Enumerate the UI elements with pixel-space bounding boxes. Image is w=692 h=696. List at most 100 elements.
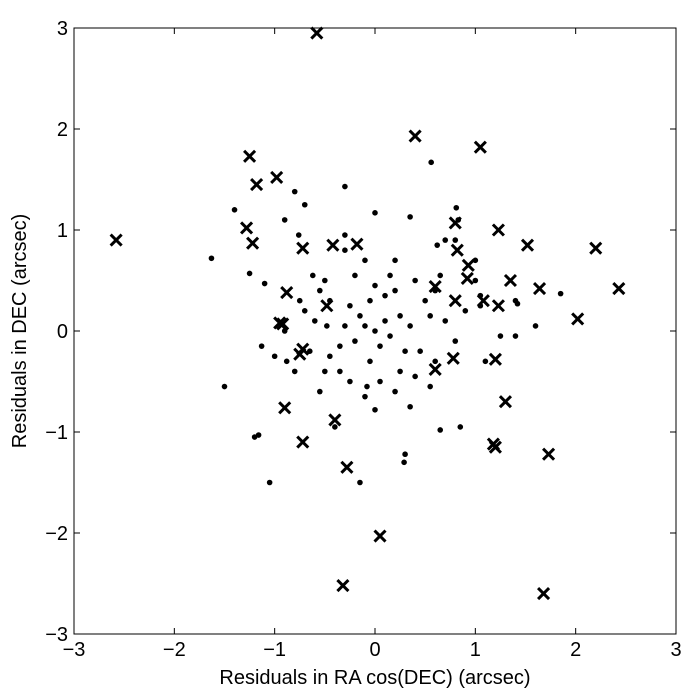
dot-point [342,183,348,190]
dot-point [258,343,265,349]
dot-point [337,343,343,349]
dot-point [271,353,278,360]
cross-point [448,216,462,230]
cross-series [109,26,626,601]
dot-point [332,424,338,430]
dot-point [432,358,439,365]
cross-point [296,435,310,449]
dot-point [255,432,262,438]
cross-point [408,129,422,143]
cross-point [488,352,502,366]
dot-point [377,343,383,349]
dot-point [437,272,444,279]
cross-point [520,238,535,252]
dot-point [452,338,459,344]
dot-point [352,272,358,279]
cross-point [461,258,475,272]
cross-point [276,317,290,331]
cross-point [293,347,307,361]
dot-point [301,308,308,314]
cross-point [498,395,512,409]
dot-point [301,201,308,208]
dot-point [281,328,288,334]
dot-point [309,272,316,279]
cross-point [350,237,364,251]
dot-point [392,257,398,264]
cross-point [270,170,284,185]
y-tick-labels: −3 −2 −1 0 1 2 3 [45,18,68,646]
dot-point [462,308,469,314]
dot-point [281,217,288,223]
dot-point [317,388,323,395]
cross-point [589,241,603,255]
dot-point [283,358,290,365]
cross-point [109,233,123,247]
x-axis-label: Residuals in RA cos(DEC) (arcsec) [219,667,530,689]
cross-point [246,236,260,250]
dot-point [422,297,428,304]
y-tick-label: 1 [57,220,68,242]
cross-point [373,529,387,543]
dot-point [362,323,368,329]
y-tick-label: 0 [57,321,68,343]
dot-point [337,368,343,375]
dot-point [427,383,433,390]
dot-point [412,373,418,380]
dot-point [291,188,298,195]
tick-marks [73,27,677,635]
cross-point [320,299,334,313]
cross-point [428,279,442,294]
y-tick-label: −1 [45,422,68,444]
dot-point [392,388,398,395]
y-tick-label: −2 [45,523,68,545]
dot-point [322,368,328,375]
dot-point [342,232,348,238]
dot-point [296,297,303,304]
dot-point [367,297,373,304]
cross-point [296,241,310,255]
x-tick-label: 2 [570,639,581,661]
cross-point [340,460,354,474]
dot-point [427,313,433,319]
dot-point [397,313,403,319]
cross-point [476,294,490,308]
dot-point [342,323,348,329]
dot-point [342,247,348,253]
dot-point [402,348,408,355]
y-axis-label: Residuals in DEC (arcsec) [9,214,31,449]
dot-point [417,348,423,355]
dot-point [407,214,413,220]
dot-point [352,338,358,344]
dot-point [347,302,353,309]
dot-point [397,368,403,375]
dot-point [387,333,393,339]
dot-point [557,290,564,297]
cross-point [473,140,487,154]
cross-point [250,177,264,192]
cross-point [278,401,292,415]
x-tick-label: −2 [163,639,186,661]
cross-point [460,271,474,286]
dot-point [382,292,388,299]
dot-point [453,204,460,211]
cross-point [446,351,460,365]
cross-point [536,587,551,601]
dot-point [412,277,418,284]
dot-point [306,348,313,355]
dot-point [428,159,434,166]
dot-point [312,318,318,324]
dot-point [452,237,459,243]
dot-point [442,318,449,324]
dot-point [372,328,378,334]
dot-point [372,210,378,216]
dot-point [382,318,388,324]
cross-point [612,282,626,296]
dot-point [221,383,228,390]
dot-point [514,300,521,307]
dot-point [457,424,464,430]
x-tick-label: −3 [63,639,86,661]
dot-point [472,277,479,284]
y-tick-label: 3 [57,18,68,40]
x-tick-label: 3 [670,639,681,661]
